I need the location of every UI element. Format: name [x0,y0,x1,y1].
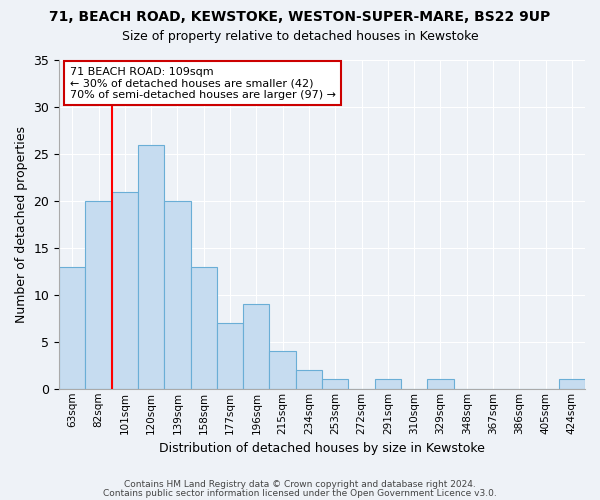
Text: Size of property relative to detached houses in Kewstoke: Size of property relative to detached ho… [122,30,478,43]
Bar [427,380,454,389]
Bar [269,351,296,389]
Bar [217,323,243,389]
Bar [138,144,164,389]
X-axis label: Distribution of detached houses by size in Kewstoke: Distribution of detached houses by size … [159,442,485,455]
Bar [243,304,269,389]
Text: Contains HM Land Registry data © Crown copyright and database right 2024.: Contains HM Land Registry data © Crown c… [124,480,476,489]
Text: 71 BEACH ROAD: 109sqm
← 30% of detached houses are smaller (42)
70% of semi-deta: 71 BEACH ROAD: 109sqm ← 30% of detached … [70,66,335,100]
Bar [85,201,112,389]
Bar [559,380,585,389]
Bar [112,192,138,389]
Text: Contains public sector information licensed under the Open Government Licence v3: Contains public sector information licen… [103,490,497,498]
Bar [59,266,85,389]
Y-axis label: Number of detached properties: Number of detached properties [15,126,28,323]
Bar [322,380,349,389]
Bar [374,380,401,389]
Bar [191,266,217,389]
Bar [296,370,322,389]
Bar [164,201,191,389]
Text: 71, BEACH ROAD, KEWSTOKE, WESTON-SUPER-MARE, BS22 9UP: 71, BEACH ROAD, KEWSTOKE, WESTON-SUPER-M… [49,10,551,24]
